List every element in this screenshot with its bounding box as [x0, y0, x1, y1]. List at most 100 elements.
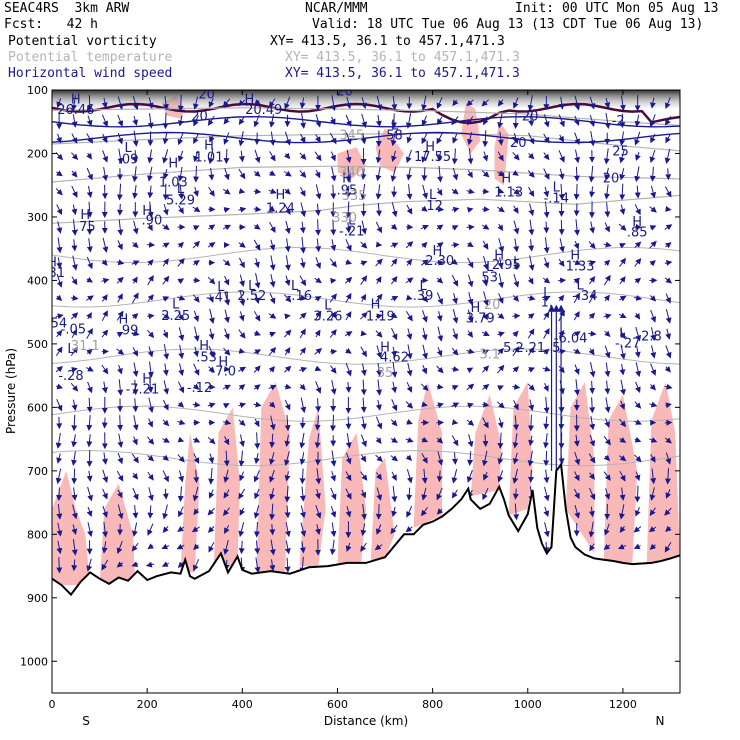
wind-vector [330, 184, 337, 200]
wind-vector [299, 468, 306, 485]
wind-vector [145, 561, 155, 568]
wind-vector [665, 328, 672, 340]
wind-vector [483, 291, 489, 307]
field-name-theta: Potential temperature [8, 50, 173, 65]
wind-vector [117, 96, 124, 110]
wind-vector [71, 451, 78, 466]
wind-vector [390, 437, 398, 443]
wind-vector [436, 365, 444, 374]
wind-vector [466, 469, 473, 483]
wind-vector [192, 277, 201, 284]
contour-label: H [501, 172, 511, 187]
contour-label: 5.2 [503, 341, 524, 356]
wind-vector [223, 436, 230, 446]
wind-vector [648, 526, 657, 533]
wind-vector [132, 115, 139, 126]
wind-vector [574, 219, 581, 236]
wind-vector [299, 275, 307, 287]
x-tick-label: 600 [327, 698, 348, 711]
wind-vector [664, 259, 673, 266]
contour-label: L [553, 181, 561, 196]
wind-vector [284, 451, 290, 466]
wind-vector [56, 221, 63, 234]
wind-vector [558, 114, 565, 128]
wind-vector [664, 277, 672, 284]
wind-vector [603, 259, 611, 267]
wind-vector [71, 539, 78, 556]
wind-vector [588, 292, 596, 304]
wind-vector [405, 241, 414, 249]
wind-vector [162, 96, 169, 111]
wind-vector [117, 415, 124, 431]
wind-vector [512, 294, 519, 302]
field-name-pv: Potential vorticity [8, 34, 157, 49]
wind-vector [147, 346, 154, 358]
wind-vector [330, 470, 337, 482]
wind-vector [345, 97, 352, 110]
wind-vector [405, 277, 414, 284]
wind-vector [603, 435, 611, 446]
pv-shaded-region [52, 470, 91, 586]
wind-vector [55, 346, 63, 356]
wind-vector [512, 188, 520, 196]
wind-vector [664, 507, 672, 516]
wind-vector [543, 201, 550, 219]
wind-vector [56, 204, 63, 216]
wind-vector [375, 399, 382, 411]
wind-vector [497, 417, 504, 429]
contour-label: 2.25 [161, 309, 190, 324]
wind-vector [361, 113, 368, 128]
wind-vector [528, 399, 535, 412]
wind-vector [422, 310, 428, 323]
x-tick-label: 1000 [514, 698, 542, 711]
wind-vector [649, 149, 656, 163]
wind-vector [238, 168, 246, 180]
wind-vector [116, 540, 123, 555]
wind-vector [436, 437, 444, 444]
wind-vector [467, 132, 473, 146]
wind-vector [132, 96, 139, 111]
wind-vector [253, 239, 261, 251]
wind-vector [405, 401, 414, 409]
wind-vector [497, 385, 504, 391]
wind-vector [635, 151, 641, 161]
wind-vector [589, 96, 596, 110]
wind-vector [574, 451, 581, 466]
pv-shaded-region [337, 432, 366, 563]
wind-vector [559, 238, 565, 253]
wind-vector [117, 148, 124, 165]
wind-vector [116, 276, 124, 284]
wind-vector [436, 508, 444, 515]
wind-vector [162, 112, 169, 130]
wind-vector [268, 205, 276, 212]
wind-vector [391, 95, 398, 111]
wind-vector [177, 258, 185, 267]
wind-vector [315, 257, 322, 270]
wind-vector [528, 239, 535, 252]
wind-vector [86, 348, 93, 355]
contour-label: -2 [612, 114, 625, 129]
wind-vector [132, 166, 138, 183]
wind-vector [117, 293, 123, 303]
contour-label: 35 [377, 366, 394, 381]
wind-vector [102, 237, 109, 253]
wind-vector [634, 436, 642, 443]
wind-vector [117, 489, 123, 499]
wind-vector [405, 437, 414, 443]
contour-label: 1.24 [266, 202, 295, 217]
wind-vector [70, 312, 79, 320]
contour-label: 4.62 [380, 351, 409, 366]
wind-vector [86, 415, 93, 431]
wind-vector [131, 522, 138, 537]
wind-vector [481, 170, 490, 178]
wind-vector [177, 561, 185, 569]
wind-vector [299, 432, 306, 449]
x-end-label-south: S [82, 714, 90, 728]
wind-vector [376, 524, 382, 535]
wind-vector [665, 293, 671, 304]
wind-vector [208, 186, 215, 197]
wind-vector [528, 152, 535, 160]
wind-vector [497, 131, 504, 146]
pv-shaded-region [508, 382, 533, 516]
wind-vector [162, 363, 169, 377]
